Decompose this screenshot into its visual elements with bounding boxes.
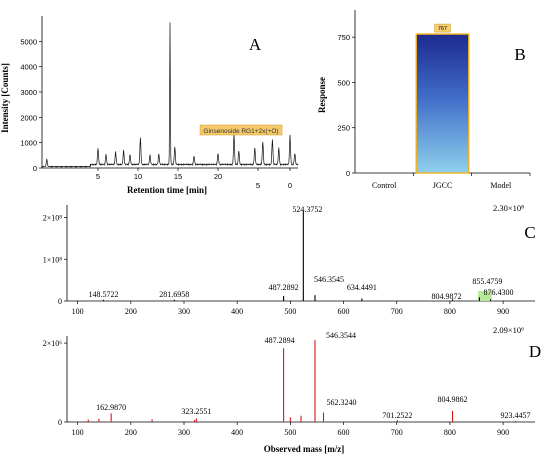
panel-a-annotation: Ginsenoside RG1+2x(+O): [203, 128, 278, 135]
panel-d-ytick-label: 0: [58, 418, 62, 427]
panel-a-xtick-label: 15: [174, 172, 182, 181]
panel-d-yticks: 0 2×10⁶: [43, 339, 67, 427]
panel-c-ytick-label: 2×10⁸: [43, 214, 63, 223]
panel-d-peak-label: 162.9870: [96, 403, 126, 412]
panel-b-ytick-label: 500: [337, 78, 350, 87]
panel-c-peak-label: 804.9872: [432, 292, 462, 301]
panel-a-xlabel: Retention time [min]: [127, 185, 207, 195]
panel-a-ytick-label: 5000: [20, 37, 37, 46]
panel-c-xtick-label: 300: [178, 307, 190, 316]
panel-b-data-label-box: [434, 23, 451, 33]
panel-a-xtick-label: 5: [256, 181, 260, 190]
panel-c-xtick-label: 100: [72, 307, 84, 316]
panel-b-category-label: Model: [490, 181, 512, 190]
panel-a-ytick-label: 2000: [20, 113, 37, 122]
panel-c-peak-label: 855.4759: [472, 277, 502, 286]
panel-a-xtick-label: 10: [134, 172, 142, 181]
panel-c-peak-label: 148.5722: [88, 290, 118, 299]
panel-b-category-label: JGCC: [433, 181, 453, 190]
panel-c-peak-label: 281.6958: [159, 290, 189, 299]
panel-a-xtick-label: 5: [96, 172, 100, 181]
panel-c-peak-label: 524.3752: [292, 205, 322, 214]
panel-c-xtick-label: 500: [284, 307, 296, 316]
panel-c-peak-label: 634.4491: [347, 283, 377, 292]
panel-b-data-label: 767: [438, 26, 447, 32]
panel-c-ytick-label: 0: [58, 297, 62, 306]
panel-a-xtick-label: 20: [214, 172, 222, 181]
panel-c-xticks: 100 200 300 400 500 600 700 800 900: [72, 301, 509, 316]
panel-b-category-label: Control: [372, 181, 397, 190]
panel-d-scale-label: 2.09×10⁶: [493, 325, 524, 335]
panel-c-peak-label: 546.3545: [314, 275, 344, 284]
panel-a-xtick-label: 0: [288, 181, 292, 190]
panel-a-ytick-label: 0: [33, 164, 37, 173]
panel-d-xtick-label: 300: [178, 428, 190, 437]
panel-d-peaks: 162.9870 323.2551 487.2894 546.3544 562.3240…: [87, 331, 531, 422]
panel-a: Intensity [Counts] 0 1000 2000 3000 4000 5000…: [0, 16, 299, 195]
panel-a-yticks: 0 1000 2000 3000 4000 5000: [20, 37, 42, 173]
panel-b-categories: Control JGCC Model: [372, 173, 531, 190]
panel-b-bars: 767: [415, 23, 470, 174]
panel-c-xtick-label: 400: [231, 307, 243, 316]
panel-d-xtick-label: 200: [125, 428, 137, 437]
panel-b-ylabel: Response: [317, 77, 327, 113]
panel-b-ytick-label: 0: [346, 169, 350, 178]
panel-b: Response 0 250 500 750 767 Control JGCC Model…: [317, 10, 531, 190]
panel-c-xtick-label: 700: [391, 307, 403, 316]
panel-d: 0 2×10⁶ 100 200 300 400 500 600 700 800 900 162.9…: [43, 325, 541, 454]
panel-b-bar-jgcc: [415, 33, 470, 174]
panel-d-xticks: 100 200 300 400 500 600 700 800 900: [72, 422, 509, 437]
panel-d-peak-label: 701.2522: [382, 411, 412, 420]
panel-d-peak-label: 323.2551: [181, 407, 211, 416]
panel-c-ytick-label: 1×10⁸: [43, 255, 63, 264]
panel-a-chromatogram-trace: [41, 22, 299, 168]
panel-b-yticks: 0 250 500 750: [337, 33, 355, 178]
panel-d-peak-label: 487.2894: [265, 336, 295, 345]
panel-c-peak-label: 876.4300: [484, 288, 514, 297]
panel-d-peak-label: 546.3544: [326, 331, 356, 340]
panel-d-ytick-label: 2×10⁶: [43, 339, 63, 348]
panel-a-ytick-label: 1000: [20, 139, 37, 148]
panel-d-xtick-label: 500: [284, 428, 296, 437]
panel-d-xtick-label: 900: [497, 428, 509, 437]
panel-d-xlabel: Observed mass [m/z]: [264, 444, 345, 454]
panel-c-xtick-label: 900: [497, 307, 509, 316]
panel-d-letter: D: [529, 342, 541, 361]
panel-d-xtick-label: 100: [72, 428, 84, 437]
panel-a-ytick-label: 3000: [20, 88, 37, 97]
panel-a-annotation-box: [199, 124, 283, 136]
panel-a-ylabel: Intensity [Counts]: [0, 63, 10, 133]
panel-c-letter: C: [524, 223, 535, 242]
panel-c-xtick-label: 600: [338, 307, 350, 316]
panel-c-yticks: 0 1×10⁸ 2×10⁸: [43, 214, 67, 306]
panel-c-peak-label: 487.2892: [269, 283, 299, 292]
panel-b-ytick-label: 250: [337, 124, 350, 133]
panel-b-ytick-label: 750: [337, 33, 350, 42]
panel-c-xtick-label: 200: [125, 307, 137, 316]
panel-d-xtick-label: 600: [338, 428, 350, 437]
panel-a-letter: A: [249, 35, 262, 54]
panel-d-xtick-label: 400: [231, 428, 243, 437]
panel-c-peaks: 148.5722 281.6958 487.2892 524.3752 546.3545…: [88, 205, 514, 301]
panel-d-xtick-label: 700: [391, 428, 403, 437]
panel-a-xticks: 5 10 15 20 5 0: [96, 168, 292, 190]
panel-c-highlight: [478, 291, 492, 301]
panel-a-ytick-label: 4000: [20, 63, 37, 72]
panel-d-peak-label: 923.4457: [501, 411, 531, 420]
panel-d-xtick-label: 800: [444, 428, 456, 437]
panel-d-peak-label: 562.3240: [327, 398, 357, 407]
panel-c-scale-label: 2.30×10⁸: [493, 203, 524, 213]
panel-c-xtick-label: 800: [444, 307, 456, 316]
panel-b-letter: B: [514, 45, 525, 64]
panel-d-peak-label: 804.9862: [438, 395, 468, 404]
